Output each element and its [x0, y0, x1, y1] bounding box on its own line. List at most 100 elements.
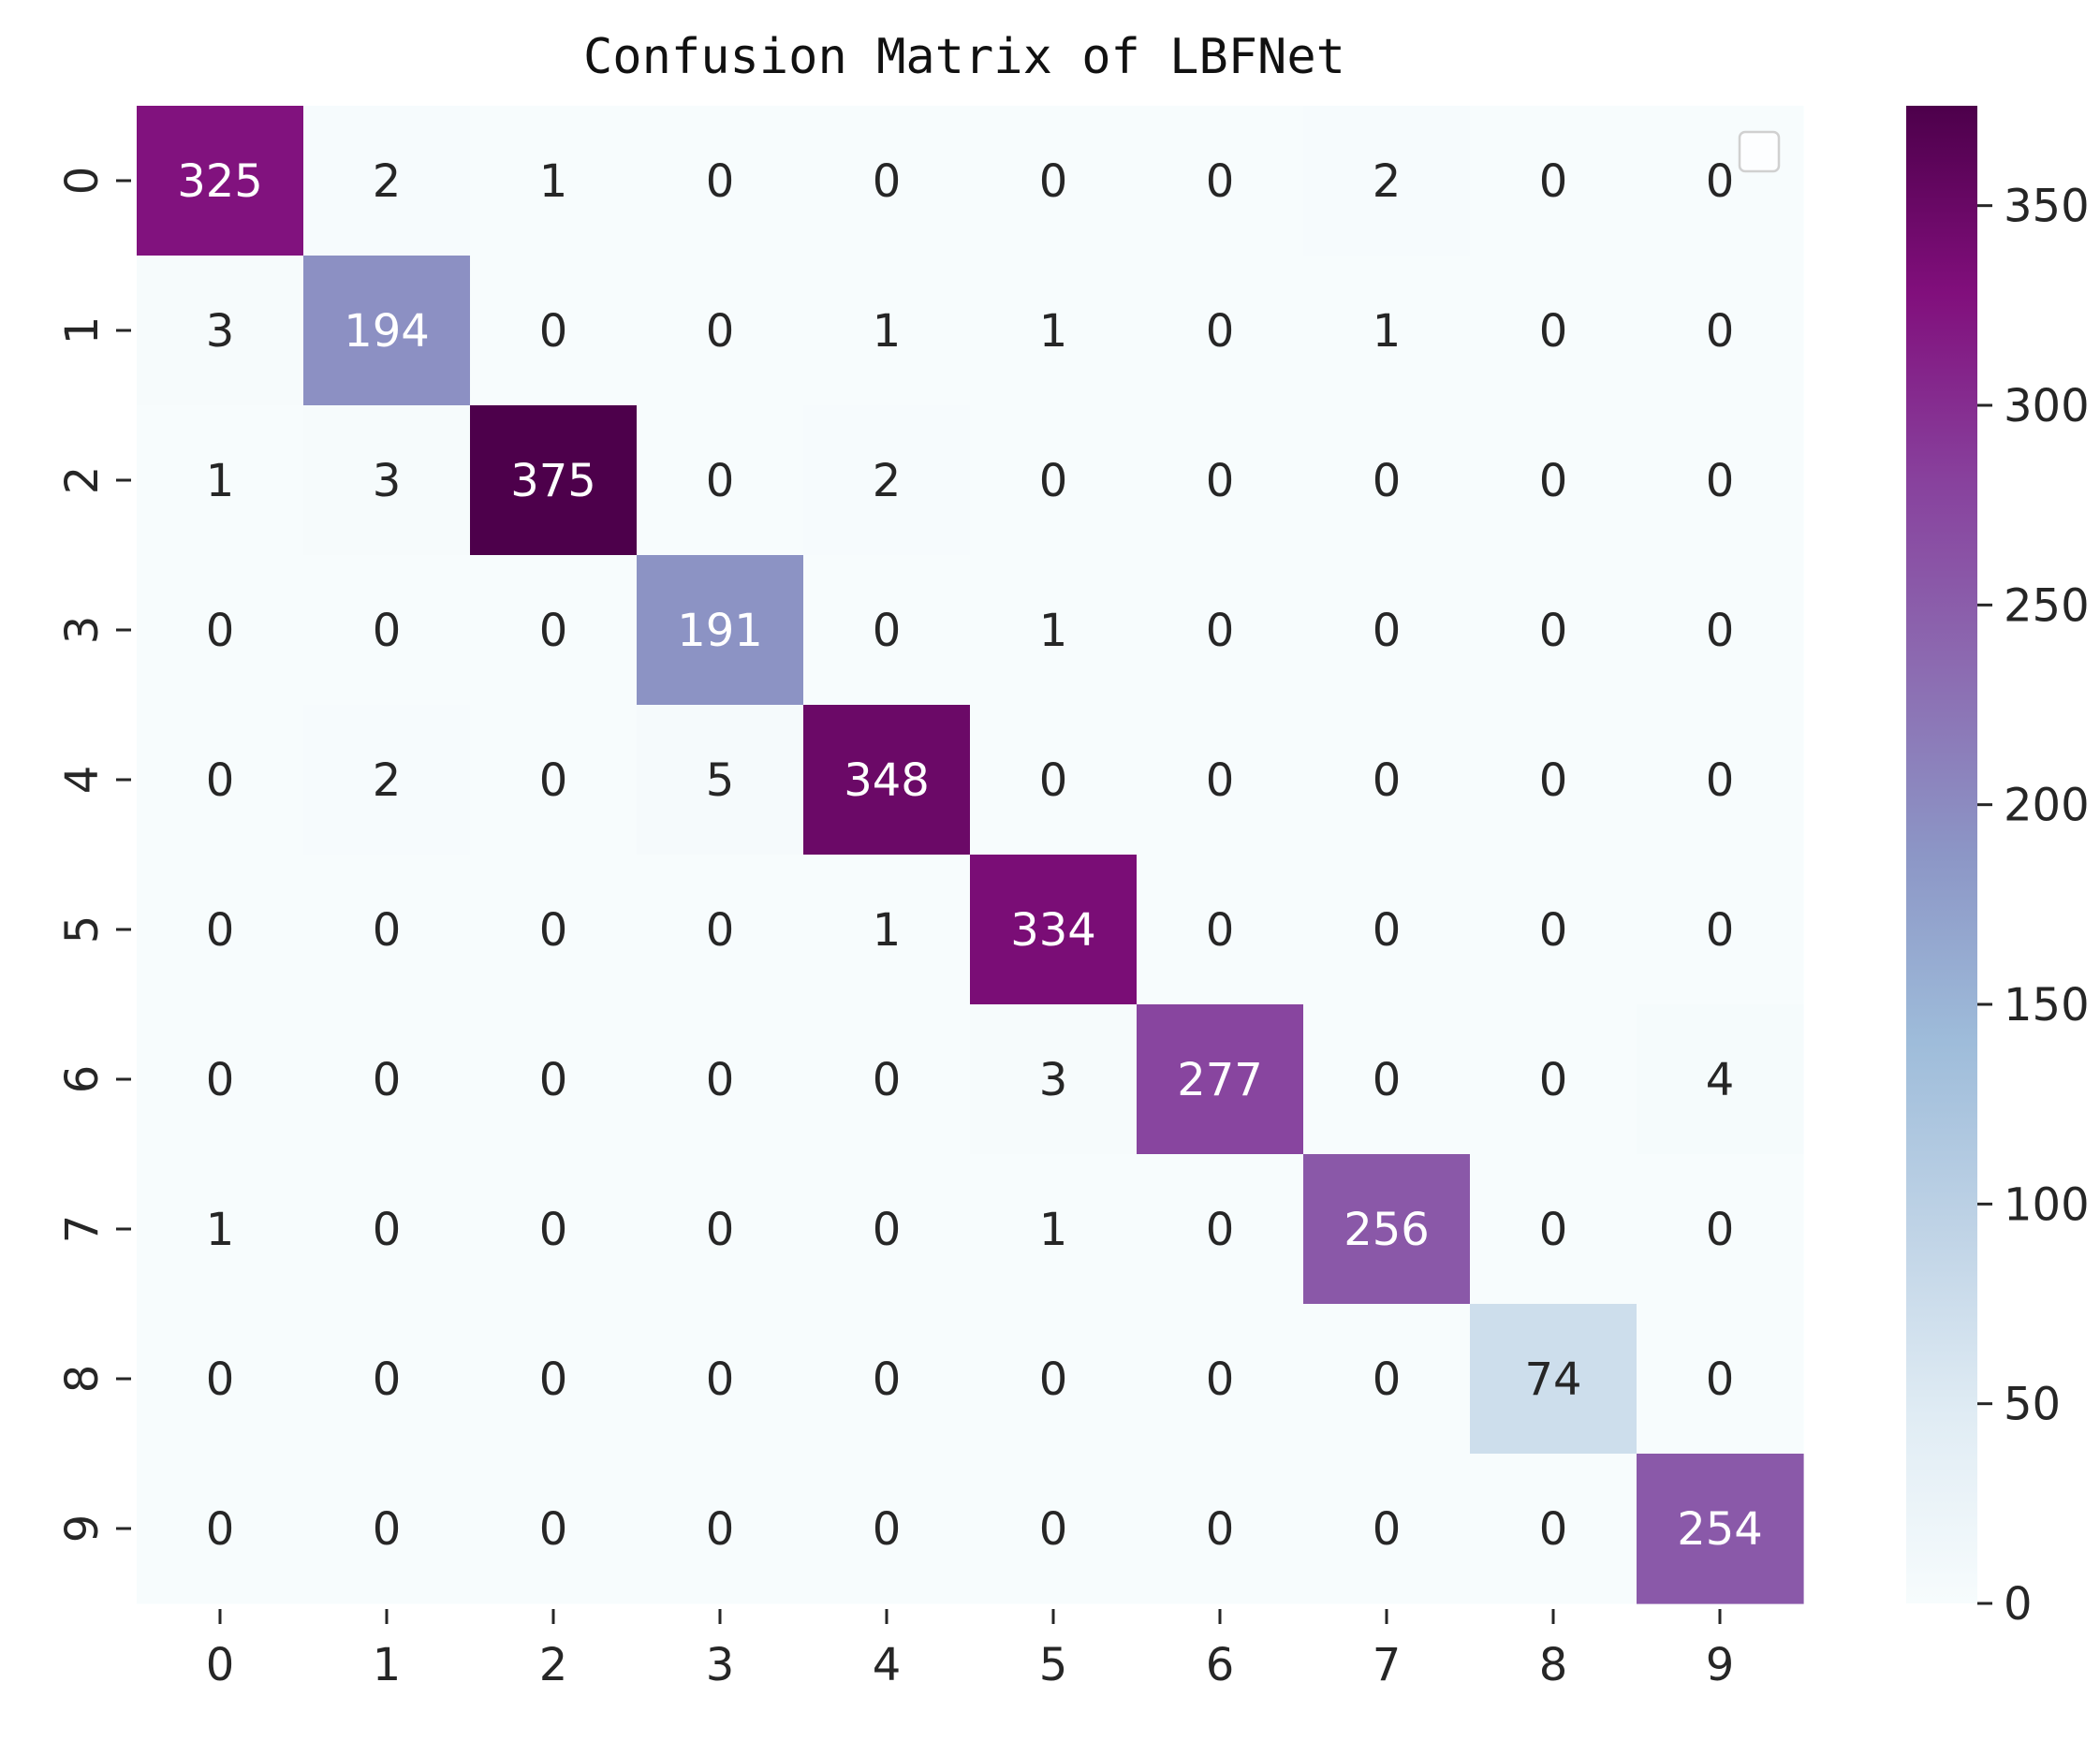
- heatmap-cell-r7-c1: [303, 1154, 471, 1305]
- cell-label-r0-c0: 325: [177, 155, 263, 208]
- cell-label-r1-c7: 1: [1373, 305, 1402, 358]
- heatmap-cell-r5-c2: [470, 855, 638, 1005]
- heatmap-cell-r2-c5: [970, 405, 1138, 556]
- heatmap-cell-r5-c8: [1470, 855, 1637, 1005]
- cell-label-r0-c5: 0: [1039, 155, 1068, 208]
- heatmap-cell-r7-c8: [1470, 1154, 1637, 1305]
- cell-label-r3-c2: 0: [539, 605, 568, 657]
- heatmap-cell-r6-c7: [1303, 1004, 1471, 1155]
- cell-label-r9-c7: 0: [1373, 1503, 1402, 1556]
- cell-label-r3-c1: 0: [373, 605, 402, 657]
- heatmap-cell-r0-c4: [803, 106, 971, 256]
- cell-label-r9-c1: 0: [373, 1503, 402, 1556]
- heatmap-cell-r2-c3: [637, 405, 804, 556]
- cell-label-r1-c5: 1: [1039, 305, 1068, 358]
- cell-label-r6-c6: 277: [1177, 1054, 1263, 1106]
- cell-label-r1-c1: 194: [344, 305, 430, 358]
- y-tick-label-8: 8: [56, 1365, 109, 1394]
- heatmap-cell-r6-c9: [1637, 1004, 1804, 1155]
- cell-label-r5-c5: 334: [1010, 904, 1096, 957]
- cell-label-r6-c1: 0: [373, 1054, 402, 1106]
- heatmap-cell-r5-c9: [1637, 855, 1804, 1005]
- cell-label-r7-c6: 0: [1206, 1204, 1235, 1256]
- colorbar-tick-label-7: 350: [2004, 181, 2090, 233]
- cell-label-r2-c0: 1: [206, 455, 235, 507]
- cell-label-r3-c6: 0: [1206, 605, 1235, 657]
- heatmap-cell-r1-c3: [637, 256, 804, 406]
- heatmap-cell-r7-c0: [137, 1154, 304, 1305]
- cell-label-r2-c5: 0: [1039, 455, 1068, 507]
- heatmap-cell-r4-c8: [1470, 705, 1637, 856]
- cell-label-r9-c8: 0: [1539, 1503, 1568, 1556]
- heatmap-cell-r4-c7: [1303, 705, 1471, 856]
- cell-label-r4-c1: 2: [373, 754, 402, 807]
- cell-label-r4-c8: 0: [1539, 754, 1568, 807]
- x-tick-label-4: 4: [873, 1639, 902, 1691]
- heatmap-cell-r9-c0: [137, 1454, 304, 1604]
- x-tick-label-7: 7: [1373, 1639, 1402, 1691]
- colorbar-tick-label-5: 250: [2004, 579, 2090, 632]
- cell-label-r2-c2: 375: [510, 455, 596, 507]
- cell-label-r3-c9: 0: [1706, 605, 1735, 657]
- heatmap-cell-r6-c1: [303, 1004, 471, 1155]
- heatmap-cell-r6-c6: [1137, 1004, 1304, 1155]
- cell-label-r8-c6: 0: [1206, 1353, 1235, 1406]
- heatmap-cell-r0-c0: [137, 106, 304, 256]
- heatmap-cell-r0-c5: [970, 106, 1138, 256]
- cell-label-r9-c2: 0: [539, 1503, 568, 1556]
- heatmap-cell-r2-c6: [1137, 405, 1304, 556]
- heatmap-cell-r7-c6: [1137, 1154, 1304, 1305]
- heatmap-cell-r0-c2: [470, 106, 638, 256]
- cell-label-r5-c4: 1: [873, 904, 902, 957]
- heatmap-cell-r9-c8: [1470, 1454, 1637, 1604]
- heatmap-cell-r8-c3: [637, 1304, 804, 1455]
- cell-label-r1-c4: 1: [873, 305, 902, 358]
- heatmap-cell-r0-c7: [1303, 106, 1471, 256]
- cell-label-r5-c2: 0: [539, 904, 568, 957]
- colorbar-tick-label-4: 200: [2004, 780, 2090, 832]
- heatmap-cell-r1-c7: [1303, 256, 1471, 406]
- cell-label-r2-c6: 0: [1206, 455, 1235, 507]
- heatmap-cell-r1-c0: [137, 256, 304, 406]
- x-tick-label-1: 1: [373, 1639, 402, 1691]
- cell-label-r5-c8: 0: [1539, 904, 1568, 957]
- heatmap-cell-r1-c9: [1637, 256, 1804, 406]
- heatmap-cell-r7-c5: [970, 1154, 1138, 1305]
- y-tick-label-3: 3: [56, 616, 109, 645]
- heatmap-cell-r3-c0: [137, 555, 304, 706]
- y-axis: 0 1 2 3 4 5 6 7 8 9: [56, 167, 131, 1543]
- cell-label-r5-c0: 0: [206, 904, 235, 957]
- cell-label-r6-c3: 0: [706, 1054, 735, 1106]
- empty-legend-box: [1738, 130, 1781, 173]
- cell-label-r6-c8: 0: [1539, 1054, 1568, 1106]
- y-tick-label-6: 6: [56, 1065, 109, 1094]
- heatmap-cell-r8-c1: [303, 1304, 471, 1455]
- cell-label-r0-c8: 0: [1539, 155, 1568, 208]
- cell-label-r6-c9: 4: [1706, 1054, 1735, 1106]
- cell-label-r8-c1: 0: [373, 1353, 402, 1406]
- heatmap-cell-r3-c7: [1303, 555, 1471, 706]
- heatmap-cell-r4-c9: [1637, 705, 1804, 856]
- chart-title: Confusion Matrix of LBFNet: [583, 29, 1345, 85]
- heatmap-cell-r1-c2: [470, 256, 638, 406]
- x-tick-label-2: 2: [539, 1639, 568, 1691]
- heatmap-cell-r2-c4: [803, 405, 971, 556]
- cell-label-r3-c5: 1: [1039, 605, 1068, 657]
- cell-label-r3-c0: 0: [206, 605, 235, 657]
- heatmap-cell-r9-c7: [1303, 1454, 1471, 1604]
- cell-label-r7-c3: 0: [706, 1204, 735, 1256]
- cell-label-r9-c6: 0: [1206, 1503, 1235, 1556]
- x-tick-label-8: 8: [1539, 1639, 1568, 1691]
- legend: [1738, 130, 1781, 173]
- cell-label-r1-c8: 0: [1539, 305, 1568, 358]
- heatmap-cell-r1-c6: [1137, 256, 1304, 406]
- cell-label-r4-c0: 0: [206, 754, 235, 807]
- cell-label-r4-c3: 5: [706, 754, 735, 807]
- cell-label-r9-c5: 0: [1039, 1503, 1068, 1556]
- heatmap-cell-r6-c2: [470, 1004, 638, 1155]
- cell-label-r2-c7: 0: [1373, 455, 1402, 507]
- cell-label-r2-c8: 0: [1539, 455, 1568, 507]
- heatmap-cells: [137, 106, 1804, 1604]
- colorbar-tick-label-1: 50: [2004, 1379, 2061, 1431]
